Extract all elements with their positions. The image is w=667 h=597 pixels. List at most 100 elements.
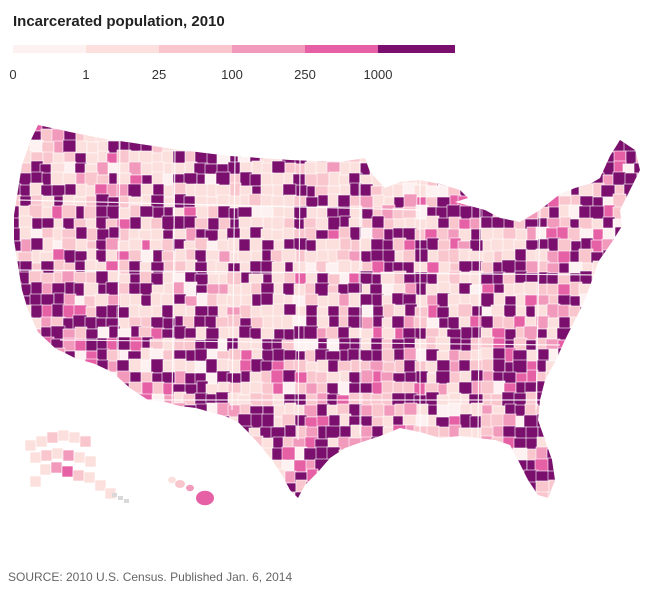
county: [14, 458, 22, 473]
county: [152, 447, 165, 462]
county: [414, 459, 429, 473]
county: [348, 469, 363, 484]
county: [468, 129, 484, 143]
county: [602, 437, 616, 451]
county: [634, 350, 640, 363]
county: [226, 458, 242, 473]
county: [545, 370, 561, 385]
county: [31, 217, 44, 231]
county: [95, 405, 110, 418]
county: [84, 358, 99, 374]
county: [635, 415, 640, 429]
county: [382, 471, 396, 484]
county: [547, 195, 561, 209]
county: [504, 163, 517, 176]
choropleth-map: [0, 110, 667, 520]
county: [578, 336, 594, 352]
county: [601, 283, 616, 297]
county: [625, 196, 638, 209]
county: [30, 304, 44, 319]
county: [41, 393, 55, 407]
county: [183, 404, 198, 418]
county: [14, 471, 22, 484]
county: [578, 162, 594, 176]
county: [227, 447, 242, 462]
county: [405, 141, 418, 154]
county: [293, 459, 308, 473]
county: [63, 382, 77, 396]
county: [118, 438, 132, 451]
county: [623, 404, 638, 418]
county: [162, 359, 176, 374]
county: [514, 426, 528, 440]
county: [29, 413, 44, 429]
county: [633, 370, 640, 385]
county: [205, 424, 220, 440]
county: [414, 128, 429, 143]
county: [174, 370, 187, 385]
county: [74, 326, 88, 341]
county: [193, 449, 209, 462]
county: [501, 150, 517, 165]
alaska-borough: [57, 429, 70, 442]
county: [581, 383, 594, 396]
county: [469, 161, 484, 176]
county: [404, 151, 418, 165]
county: [569, 125, 583, 132]
county: [382, 437, 396, 451]
county: [426, 446, 440, 462]
county: [558, 468, 572, 484]
county: [625, 150, 638, 165]
county: [579, 306, 594, 319]
county: [600, 426, 616, 440]
county: [359, 458, 374, 473]
county: [328, 491, 341, 498]
county: [415, 294, 429, 308]
county: [372, 152, 385, 165]
county: [425, 129, 440, 143]
county: [226, 492, 242, 498]
county: [590, 127, 605, 143]
county: [96, 161, 110, 176]
county: [250, 469, 264, 484]
county: [52, 371, 66, 385]
county: [502, 207, 517, 220]
county: [84, 490, 99, 498]
county: [471, 438, 484, 451]
county: [559, 360, 572, 374]
county: [504, 125, 517, 132]
county: [568, 360, 583, 374]
county: [359, 491, 374, 498]
alaska-borough: [62, 449, 75, 462]
county: [535, 125, 550, 132]
county: [204, 416, 220, 429]
county: [73, 125, 88, 132]
county: [14, 162, 22, 176]
county: [361, 304, 374, 319]
county: [327, 216, 341, 231]
county: [316, 125, 330, 132]
county: [350, 127, 363, 143]
county: [514, 185, 528, 198]
county: [590, 427, 605, 440]
county: [217, 125, 231, 132]
county: [86, 227, 99, 242]
county: [306, 125, 319, 132]
county: [491, 125, 506, 132]
county: [14, 281, 22, 297]
county: [294, 491, 308, 498]
county: [14, 404, 22, 418]
county: [327, 292, 341, 308]
county: [250, 316, 264, 330]
county: [581, 129, 594, 143]
county: [633, 393, 640, 407]
county: [460, 448, 473, 462]
county: [612, 238, 627, 253]
county: [96, 359, 110, 374]
county: [515, 174, 528, 187]
county: [85, 328, 99, 341]
county: [468, 471, 484, 484]
county: [86, 141, 99, 154]
county: [625, 218, 638, 231]
county: [239, 125, 253, 132]
